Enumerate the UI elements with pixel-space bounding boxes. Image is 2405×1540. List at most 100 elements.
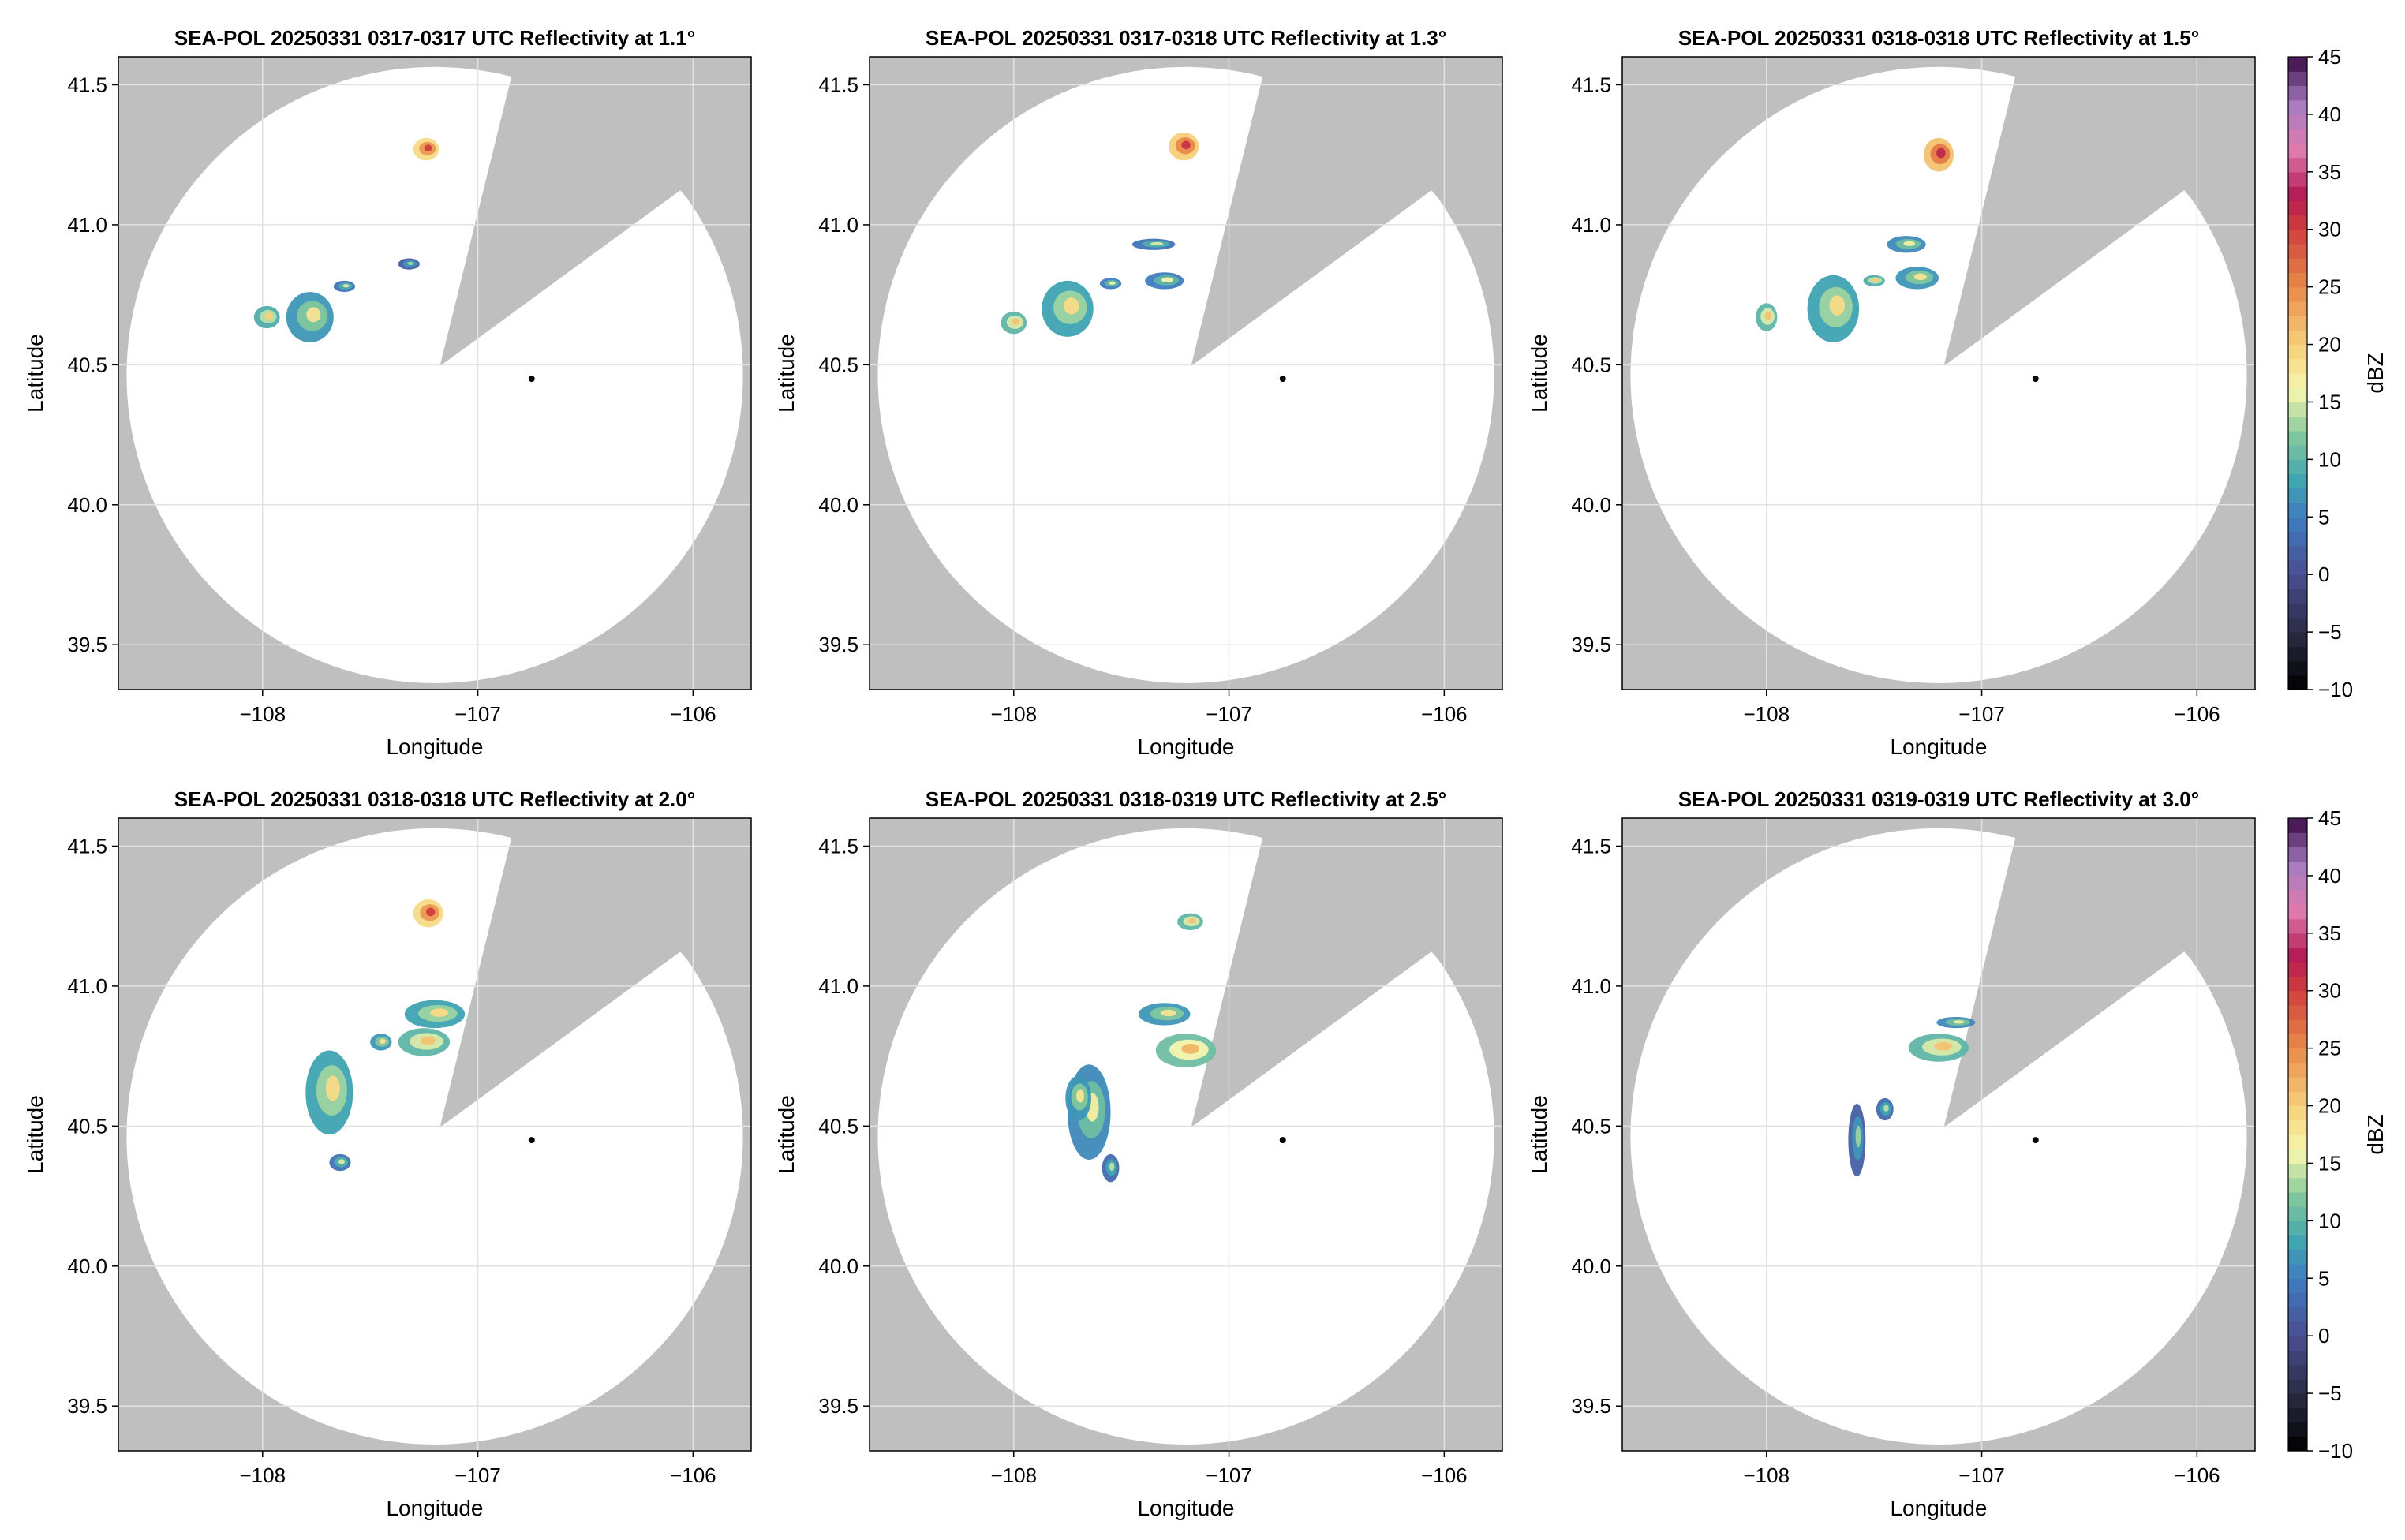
- echo-cell-core: [1829, 295, 1846, 316]
- plot-area: [1622, 818, 2255, 1451]
- echo-cell-core: [306, 307, 321, 323]
- colorbar-tick-label: −5: [2318, 620, 2342, 644]
- y-tick-label: 40.5: [818, 1114, 858, 1138]
- colorbar-segment: [2288, 258, 2307, 274]
- echo-cell-core: [379, 1038, 386, 1045]
- colorbar-tick-label: 10: [2318, 447, 2341, 471]
- echo-cell-core: [1150, 241, 1164, 246]
- colorbar-segment: [2288, 875, 2307, 891]
- y-tick-label: 41.0: [67, 213, 107, 237]
- colorbar-segment: [2288, 1350, 2307, 1366]
- echo-cell-core: [407, 261, 414, 266]
- y-tick-label: 41.0: [1571, 974, 1611, 998]
- y-tick-label: 41.5: [1571, 73, 1611, 96]
- plot-area: [118, 57, 751, 690]
- colorbar-segment: [2288, 1393, 2307, 1408]
- echo-cell-core: [1109, 281, 1116, 285]
- echo-cell: [1138, 1003, 1191, 1026]
- y-axis-label: Latitude: [23, 334, 47, 413]
- echo-cell-core: [425, 907, 436, 917]
- colorbar-segment: [2288, 818, 2307, 833]
- colorbar-segment: [2288, 1407, 2307, 1423]
- colorbar-tick-label: 40: [2318, 864, 2341, 888]
- x-axis-label: Longitude: [386, 1496, 483, 1520]
- panel-6: −108 −107 −106 39.5 40.0 40.5 41.0 41.5 SEA-POL …: [1527, 787, 2256, 1520]
- radar-site-marker: [1279, 1137, 1286, 1144]
- x-axis-label: Longitude: [1137, 1496, 1234, 1520]
- y-tick-label: 41.5: [818, 73, 858, 96]
- colorbar-segment: [2288, 358, 2307, 374]
- colorbar-segment: [2288, 1163, 2307, 1179]
- colorbar-tick-label: −5: [2318, 1381, 2342, 1405]
- echo-cell: [413, 899, 443, 928]
- x-tick-label: −107: [1958, 1463, 2005, 1487]
- plot-frame: [869, 56, 1503, 690]
- echo-cell-core: [1855, 1125, 1861, 1148]
- y-tick-label: 41.5: [67, 834, 107, 858]
- colorbar-segment: [2288, 430, 2307, 446]
- echo-cell-core: [1181, 1044, 1200, 1054]
- colorbar-segment: [2288, 517, 2307, 533]
- echo-cell-core: [1936, 148, 1946, 159]
- colorbar-segment: [2288, 229, 2307, 245]
- colorbar-tick-label: 0: [2318, 563, 2329, 586]
- colorbar-segment: [2288, 918, 2307, 934]
- plot-frame: [118, 817, 752, 1452]
- echo-cell: [1923, 137, 1954, 172]
- colorbar-segment: [2288, 589, 2307, 604]
- echo-cell: [1807, 275, 1860, 342]
- plot-area: [118, 818, 751, 1451]
- colorbar-segment: [2288, 1321, 2307, 1336]
- x-tick-label: −107: [454, 1463, 501, 1487]
- colorbar-tick-label: 25: [2318, 1037, 2341, 1060]
- echo-cell: [398, 1028, 451, 1056]
- y-axis-label: Latitude: [1527, 334, 1551, 413]
- x-tick-label: −107: [1958, 702, 2005, 726]
- echo-cell: [1102, 1153, 1120, 1183]
- y-tick-label: 41.0: [67, 974, 107, 998]
- echo-cell-core: [1913, 273, 1927, 281]
- x-tick-label: −106: [2174, 1463, 2220, 1487]
- colorbar-segment: [2288, 1149, 2307, 1164]
- plot-frame: [118, 56, 752, 690]
- radar-coverage-area: [1630, 66, 2247, 684]
- echo-cell: [1001, 311, 1027, 335]
- echo-cell-core: [1160, 1009, 1176, 1017]
- echo-cell: [1863, 275, 1885, 286]
- echo-cell: [1065, 1075, 1091, 1121]
- colorbar-segment: [2288, 660, 2307, 676]
- y-tick-label: 41.5: [67, 73, 107, 96]
- colorbar-tick-label: 5: [2318, 1266, 2329, 1290]
- colorbar-segment: [2288, 545, 2307, 561]
- colorbar-tick-label: 35: [2318, 921, 2341, 945]
- panel-5: −108 −107 −106 39.5 40.0 40.5 41.0 41.5 SEA-POL …: [774, 787, 1503, 1520]
- colorbar-segment: [2288, 243, 2307, 259]
- colorbar-segment: [2288, 1119, 2307, 1135]
- colorbar-segment: [2288, 272, 2307, 288]
- colorbar-segment: [2288, 1191, 2307, 1207]
- y-tick-label: 40.0: [67, 493, 107, 517]
- panel-title: SEA-POL 20250331 0317-0317 UTC Reflectiv…: [174, 26, 695, 50]
- echo-cell: [305, 1050, 353, 1134]
- echo-cell-core: [264, 312, 273, 320]
- colorbar-segment: [2288, 1034, 2307, 1049]
- colorbar-segment: [2288, 99, 2307, 115]
- colorbar-segment: [2288, 1278, 2307, 1294]
- colorbar-segment: [2288, 1378, 2307, 1394]
- y-tick-label: 40.5: [67, 1114, 107, 1138]
- echo-cell: [1936, 1016, 1976, 1029]
- colorbar-segment: [2288, 215, 2307, 230]
- y-tick-label: 40.5: [1571, 353, 1611, 376]
- colorbar-segment: [2288, 847, 2307, 862]
- colorbar-segment: [2288, 316, 2307, 331]
- colorbar-frame: [2287, 56, 2308, 690]
- colorbar-segment: [2288, 617, 2307, 633]
- y-tick-label: 40.0: [818, 1254, 858, 1278]
- y-tick-label: 40.0: [818, 493, 858, 517]
- echo-cell: [1908, 1034, 1969, 1062]
- colorbar-tick-label: 15: [2318, 1151, 2341, 1175]
- colorbar-segment: [2288, 473, 2307, 489]
- echo-cell-core: [1953, 1020, 1965, 1024]
- panel-title: SEA-POL 20250331 0317-0318 UTC Reflectiv…: [926, 26, 1446, 50]
- colorbar-segment: [2288, 990, 2307, 1006]
